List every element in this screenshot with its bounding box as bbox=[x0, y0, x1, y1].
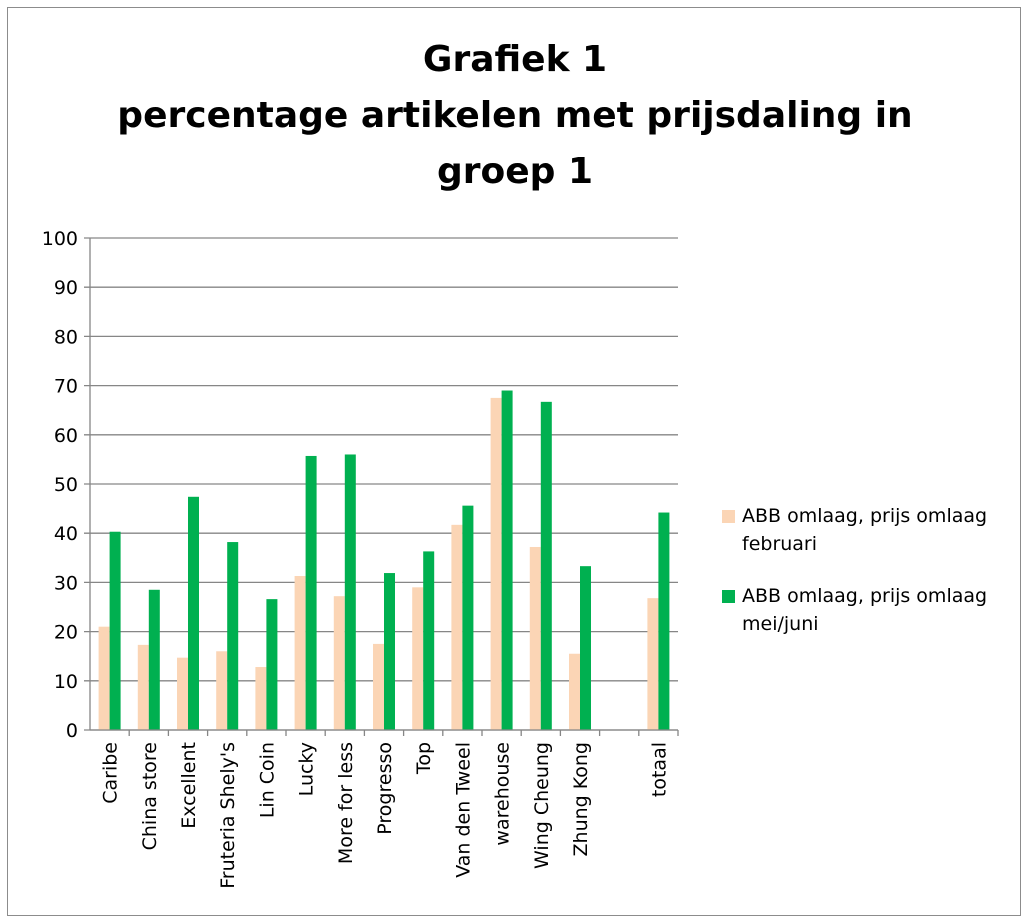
bar-februari-11 bbox=[529, 546, 541, 730]
y-tick-label: 70 bbox=[54, 376, 78, 398]
y-tick-label: 50 bbox=[54, 474, 78, 496]
legend-swatch-februari bbox=[722, 510, 735, 523]
bar-mei-juni-12 bbox=[580, 566, 591, 730]
bar-februari-3 bbox=[216, 651, 228, 730]
x-tick-label: Van den Tweel bbox=[452, 742, 474, 878]
bar-mei-juni-3 bbox=[227, 542, 239, 730]
y-tick-label: 40 bbox=[54, 523, 78, 545]
bar-februari-6 bbox=[333, 596, 345, 730]
x-tick-label: Zhung Kong bbox=[570, 742, 592, 856]
bar-februari-8 bbox=[412, 587, 424, 730]
legend-label-februari: ABB omlaag, prijs omlaag februari bbox=[742, 505, 988, 555]
bar-februari-5 bbox=[294, 576, 306, 730]
y-tick-label: 100 bbox=[42, 228, 78, 250]
bar-mei-juni-14 bbox=[658, 512, 670, 730]
bar-mei-juni-2 bbox=[188, 496, 199, 730]
bar-februari-2 bbox=[177, 657, 188, 730]
bar-mei-juni-4 bbox=[266, 599, 278, 730]
bar-mei-juni-5 bbox=[305, 455, 317, 730]
bar-mei-juni-1 bbox=[148, 589, 160, 730]
chart-title-line-1: Grafiek 1 bbox=[422, 39, 608, 80]
bar-februari-4 bbox=[255, 667, 267, 730]
bar-februari-12 bbox=[569, 653, 580, 730]
chart-title: Grafiek 1 percentage artikelen met prijs… bbox=[0, 32, 1030, 200]
y-tick-label: 60 bbox=[54, 425, 78, 447]
bar-mei-juni-11 bbox=[540, 401, 552, 730]
legend-item-februari: ABB omlaag, prijs omlaag februari bbox=[722, 502, 1030, 558]
x-tick-label: Top bbox=[413, 742, 435, 775]
bar-februari-1 bbox=[137, 644, 149, 730]
x-tick-label: Progresso bbox=[374, 742, 396, 835]
bar-mei-juni-7 bbox=[384, 573, 395, 730]
bar-mei-juni-6 bbox=[344, 454, 356, 730]
y-tick-label: 90 bbox=[54, 277, 78, 299]
x-tick-label: China store bbox=[139, 742, 161, 850]
bar-februari-14 bbox=[647, 598, 659, 730]
bars bbox=[98, 390, 670, 730]
bar-mei-juni-8 bbox=[423, 551, 435, 730]
x-tick-label: Lucky bbox=[296, 742, 318, 796]
bar-februari-9 bbox=[451, 524, 463, 730]
bar-februari-0 bbox=[98, 626, 110, 730]
x-tick-label: Caribe bbox=[100, 742, 122, 804]
chart-title-line-2: percentage artikelen met prijsdaling in bbox=[117, 95, 913, 136]
bar-februari-7 bbox=[373, 643, 384, 730]
x-tick-label: Excellent bbox=[178, 742, 200, 829]
y-tick-label: 0 bbox=[66, 720, 78, 742]
legend-label-mei-juni: ABB omlaag, prijs omlaag mei/juni bbox=[742, 585, 988, 635]
chart-title-line-3: groep 1 bbox=[436, 151, 594, 192]
x-tick-label: Fruteria Shely's bbox=[217, 742, 239, 889]
y-axis: 0 10 20 30 40 50 60 70 80 90 100 bbox=[42, 228, 91, 742]
bar-februari-10 bbox=[490, 397, 502, 730]
y-tick-label: 30 bbox=[54, 572, 78, 594]
bar-mei-juni-0 bbox=[109, 531, 121, 730]
y-tick-label: 80 bbox=[54, 326, 78, 348]
bar-mei-juni-9 bbox=[462, 505, 474, 730]
y-tick-label: 20 bbox=[54, 622, 78, 644]
x-tick-label: Wing Cheung bbox=[531, 742, 553, 869]
x-tick-label: Lin Coin bbox=[256, 742, 278, 818]
x-tick-label: warehouse bbox=[492, 742, 514, 846]
x-tick-label: More for less bbox=[335, 742, 357, 864]
x-axis: Caribe China store Excellent Fruteria Shely… bbox=[90, 729, 679, 889]
legend-swatch-mei-juni bbox=[722, 590, 735, 603]
legend: ABB omlaag, prijs omlaag februari ABB om… bbox=[722, 502, 1030, 638]
x-tick-label: totaal bbox=[648, 742, 670, 797]
bar-mei-juni-10 bbox=[501, 390, 513, 730]
legend-item-mei-juni: ABB omlaag, prijs omlaag mei/juni bbox=[722, 582, 1030, 638]
y-tick-label: 10 bbox=[54, 671, 78, 693]
chart-frame bbox=[7, 7, 1021, 916]
